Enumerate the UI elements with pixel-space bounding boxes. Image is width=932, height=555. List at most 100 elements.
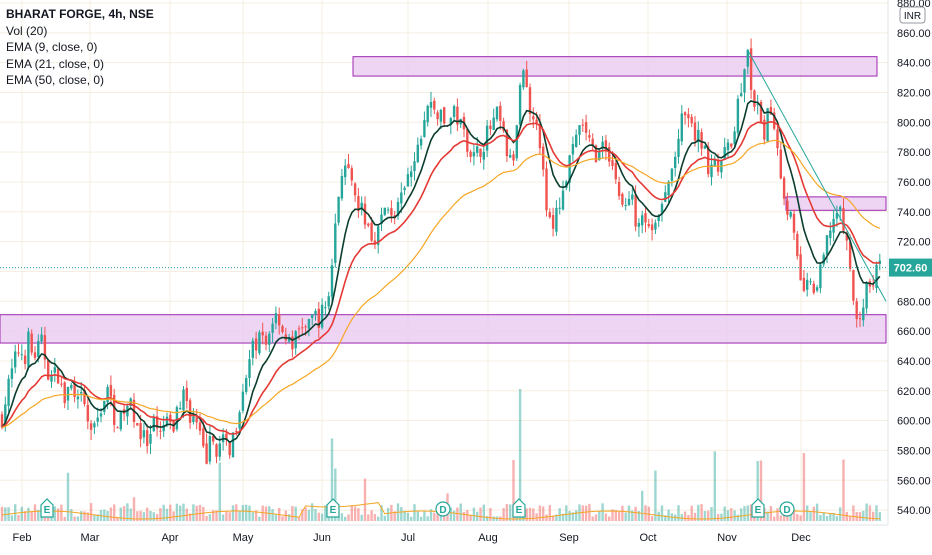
volume-bar <box>743 506 746 521</box>
volume-bar <box>462 511 466 521</box>
currency-badge[interactable] <box>899 6 926 24</box>
candle-body <box>406 174 410 187</box>
volume-bar <box>96 514 99 521</box>
volume-bar <box>584 505 588 521</box>
volume-bar <box>251 512 254 521</box>
volume-bar <box>245 504 248 521</box>
volume-bar <box>63 516 66 521</box>
volume-bar <box>155 514 159 521</box>
trendline[interactable] <box>747 50 887 302</box>
candle-body <box>439 109 443 122</box>
volume-bar <box>858 512 862 521</box>
candle-body <box>165 416 169 426</box>
candle-body <box>370 222 373 241</box>
volume-bar <box>614 510 617 521</box>
candle-body <box>116 427 119 429</box>
earnings-marker[interactable] <box>40 498 54 518</box>
ema-9-line[interactable] <box>1 99 881 444</box>
volume-bar <box>423 510 426 521</box>
candle-body <box>410 171 413 177</box>
candle-body <box>476 146 479 153</box>
candle-body <box>819 264 822 289</box>
candle-body <box>248 359 251 379</box>
volume-bar <box>687 515 690 521</box>
volume-bar <box>545 514 548 521</box>
dividend-marker[interactable] <box>779 501 795 517</box>
candle-body <box>680 113 683 142</box>
volume-bar <box>532 508 535 521</box>
candle-body <box>878 260 881 264</box>
earnings-marker[interactable] <box>751 498 765 518</box>
volume-bar <box>205 515 208 521</box>
volume-bar <box>604 513 608 521</box>
volume-bar <box>294 506 297 521</box>
volume-bar <box>796 514 799 521</box>
candle-body <box>835 212 839 219</box>
volume-bar <box>202 506 205 521</box>
volume-bar <box>314 509 317 521</box>
legend-ema21[interactable]: EMA (21, close, 0) <box>6 56 105 71</box>
last-price-badge <box>889 258 932 277</box>
candle-body <box>363 203 367 225</box>
earnings-marker[interactable] <box>326 498 340 518</box>
candle-body <box>96 417 99 422</box>
candle-body <box>561 190 565 210</box>
volume-bar <box>14 504 17 521</box>
volume-bar <box>753 515 756 521</box>
ema-21-line[interactable] <box>1 120 880 435</box>
candle-body <box>195 417 198 423</box>
support-resistance-zone[interactable] <box>352 56 878 77</box>
dividend-marker[interactable] <box>435 501 451 517</box>
candle-body <box>30 333 33 353</box>
candle-body <box>291 336 294 350</box>
volume-bar <box>198 504 202 521</box>
candle-body <box>584 122 588 133</box>
volume-bar <box>330 438 334 521</box>
candle-body <box>155 416 159 429</box>
candle-body <box>347 163 350 169</box>
candle-body <box>73 383 76 398</box>
candle-body <box>330 265 334 297</box>
volume-bar <box>363 478 367 521</box>
last-price-label: 702.60 <box>894 263 928 275</box>
legend-ema50[interactable]: EMA (50, close, 0) <box>6 73 105 87</box>
x-tick-label: May <box>233 532 254 544</box>
candle-body <box>812 283 815 293</box>
candle-body <box>581 124 584 126</box>
volume-bar <box>89 503 93 521</box>
support-resistance-zone[interactable] <box>0 314 887 344</box>
earnings-marker[interactable] <box>512 498 526 518</box>
candle-body <box>525 69 528 87</box>
candle-body <box>555 207 558 232</box>
candle-body <box>502 121 505 131</box>
candle-body <box>47 360 50 380</box>
candle-body <box>353 183 357 196</box>
candle-body <box>538 123 542 149</box>
volume-bar <box>707 510 710 521</box>
volume-bar <box>20 506 23 521</box>
candle-body <box>700 132 703 149</box>
candle-body <box>707 146 710 175</box>
symbol-title[interactable]: BHARAT FORGE, 4h, NSE <box>6 7 154 21</box>
candle-body <box>20 354 23 356</box>
volume-bar <box>149 510 152 521</box>
volume-bar <box>377 516 380 521</box>
candle-body <box>647 224 650 227</box>
volume-bar <box>291 506 294 521</box>
candle-body <box>146 430 149 447</box>
volume-bar <box>878 512 881 521</box>
legend-ema9[interactable]: EMA (9, close, 0) <box>6 40 98 54</box>
candle-body <box>281 325 284 333</box>
support-resistance-zone[interactable] <box>785 196 887 211</box>
volume-bar <box>10 515 14 521</box>
volume-bar <box>644 505 647 521</box>
volume-bar <box>736 514 740 521</box>
candle-body <box>119 412 122 430</box>
candle-body <box>743 69 746 93</box>
x-tick-label: Oct <box>639 532 656 544</box>
ema-50-line[interactable] <box>1 139 881 428</box>
y-tick-label: 720.00 <box>897 237 931 249</box>
legend-vol[interactable]: Vol (20) <box>6 23 48 38</box>
